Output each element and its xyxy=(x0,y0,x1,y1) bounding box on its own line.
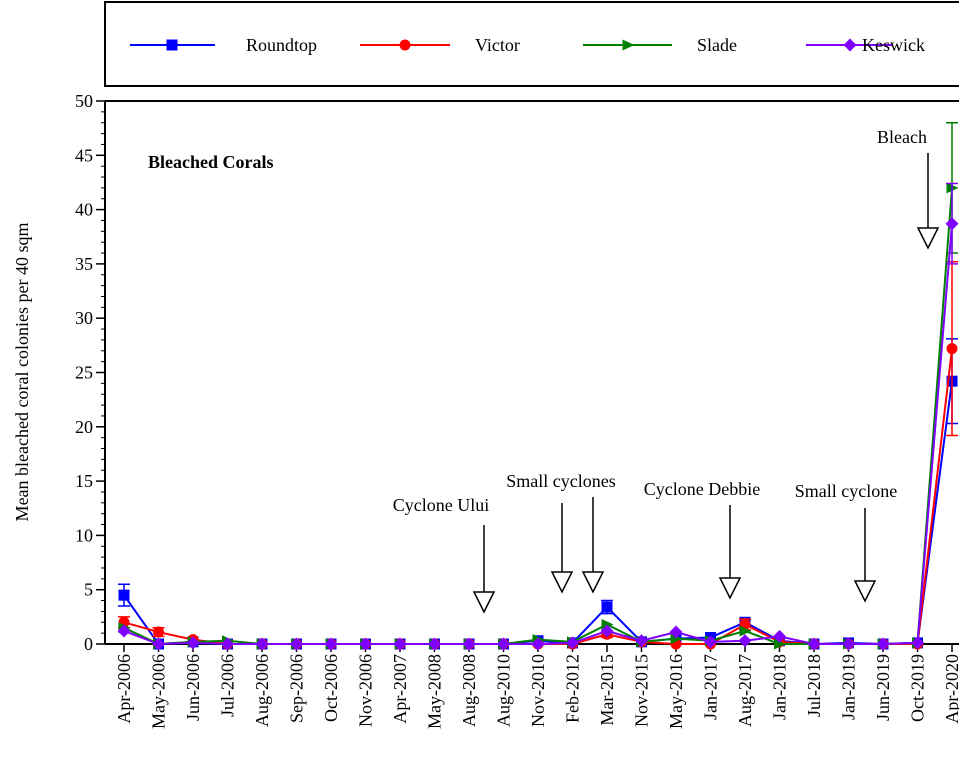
data-point xyxy=(773,629,786,643)
data-point xyxy=(393,637,407,651)
x-tick-label: Oct-2006 xyxy=(321,654,341,722)
data-point xyxy=(774,638,786,650)
y-tick-label: 0 xyxy=(84,634,93,654)
x-tick-label: Apr-2007 xyxy=(390,654,410,724)
y-tick-label: 40 xyxy=(75,200,93,220)
legend-marker xyxy=(166,39,178,51)
annotation-arrowhead xyxy=(472,591,496,614)
data-point xyxy=(566,636,579,650)
data-point xyxy=(359,637,372,651)
legend-box xyxy=(104,1,959,87)
data-point xyxy=(221,637,234,651)
annotation: Cyclone Debbie xyxy=(644,479,760,499)
annotation-arrowhead xyxy=(853,580,877,603)
data-point xyxy=(946,343,958,355)
annotation-arrowhead xyxy=(550,571,574,594)
data-point xyxy=(807,637,821,651)
data-point xyxy=(738,634,752,648)
annotation-arrowhead xyxy=(916,227,940,250)
x-tick-label: Jan-2018 xyxy=(770,654,790,720)
x-tick-label: Aug-2010 xyxy=(494,654,514,727)
data-point xyxy=(669,625,683,639)
y-tick-label: 50 xyxy=(75,91,93,111)
data-point xyxy=(876,637,890,651)
x-tick-label: May-2008 xyxy=(425,654,445,729)
x-tick-label: Nov-2006 xyxy=(356,654,376,727)
x-tick-label: May-2016 xyxy=(666,654,686,729)
data-point xyxy=(117,624,131,638)
y-tick-label: 5 xyxy=(84,580,93,600)
y-tick-label: 25 xyxy=(75,363,93,383)
data-point xyxy=(324,637,338,651)
x-tick-label: Jun-2006 xyxy=(183,654,203,721)
data-point xyxy=(911,636,924,650)
data-point xyxy=(152,637,165,651)
data-point xyxy=(462,637,476,651)
y-tick-label: 30 xyxy=(75,308,93,328)
annotation-arrowhead xyxy=(581,571,605,594)
annotation-arrowhead xyxy=(718,577,742,600)
annotation: Small cyclones xyxy=(506,471,615,491)
data-point xyxy=(118,589,130,601)
data-point xyxy=(290,637,303,651)
annotation: Bleach xyxy=(877,127,927,147)
x-tick-label: Jul-2018 xyxy=(804,654,824,717)
data-point xyxy=(739,625,752,637)
chart-title: Bleached Corals xyxy=(148,152,274,172)
x-tick-label: Nov-2015 xyxy=(632,654,652,727)
data-point xyxy=(635,634,648,648)
legend-marker xyxy=(622,39,635,51)
series-line xyxy=(123,187,953,646)
y-tick-label: 10 xyxy=(75,525,93,545)
x-tick-label: Nov-2010 xyxy=(528,654,548,727)
legend-label: Slade xyxy=(697,35,737,55)
series-line xyxy=(123,381,953,646)
data-point xyxy=(704,635,717,649)
x-tick-label: Feb-2012 xyxy=(563,654,583,723)
data-point xyxy=(428,637,441,651)
data-point xyxy=(600,624,614,638)
legend-marker xyxy=(843,38,857,52)
series-line xyxy=(123,223,953,646)
legend-marker xyxy=(399,39,411,51)
annotation: Small cyclone xyxy=(795,481,897,501)
x-tick-label: Aug-2006 xyxy=(252,654,272,727)
legend-label: Roundtop xyxy=(246,35,317,55)
x-tick-label: Aug-2017 xyxy=(735,654,755,727)
x-tick-label: Oct-2019 xyxy=(908,654,928,722)
x-tick-label: May-2006 xyxy=(149,654,169,729)
x-tick-label: Apr-2006 xyxy=(114,654,134,724)
data-point xyxy=(497,637,510,651)
data-point xyxy=(601,601,613,613)
x-tick-label: Sep-2006 xyxy=(287,654,307,723)
data-point xyxy=(945,217,959,231)
x-tick-label: Mar-2015 xyxy=(597,654,617,726)
legend-label: Keswick xyxy=(862,35,925,55)
data-point xyxy=(842,637,855,651)
data-point xyxy=(153,626,164,638)
data-point xyxy=(186,636,200,650)
y-tick-label: 15 xyxy=(75,471,93,491)
legend-label: Victor xyxy=(475,35,520,55)
x-tick-label: Jul-2006 xyxy=(218,654,238,717)
data-point xyxy=(255,637,269,651)
x-tick-label: Aug-2008 xyxy=(459,654,479,727)
y-tick-label: 35 xyxy=(75,254,93,274)
x-tick-label: Jan-2017 xyxy=(701,654,721,720)
x-tick-label: Apr-2020 xyxy=(942,654,959,724)
y-tick-label: 45 xyxy=(75,145,93,165)
y-tick-label: 20 xyxy=(75,417,93,437)
x-tick-label: Jan-2019 xyxy=(839,654,859,720)
x-tick-label: Jun-2019 xyxy=(873,654,893,721)
data-point xyxy=(531,637,545,651)
y-axis-label: Mean bleached coral colonies per 40 sqm xyxy=(12,223,32,522)
annotation: Cyclone Ului xyxy=(393,495,490,515)
